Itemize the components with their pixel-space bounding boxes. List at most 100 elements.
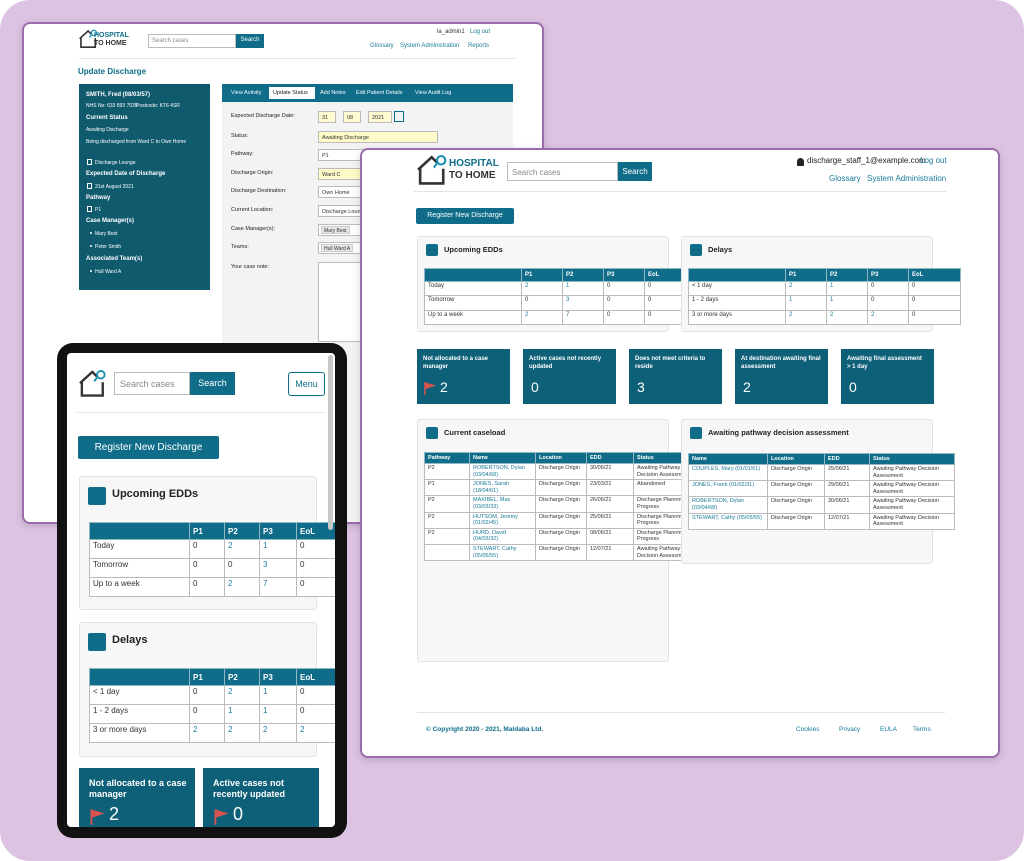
caseload-table: Pathway Name Location EDD Status P2 ROBERTSON,… bbox=[424, 452, 697, 562]
table-cell[interactable]: MAXIBEL, Max (03/03/33) bbox=[469, 495, 536, 513]
tab[interactable]: View Audit Log bbox=[415, 90, 452, 96]
search-input[interactable]: Search cases bbox=[507, 162, 618, 181]
register-button[interactable]: Register New Discharge bbox=[416, 208, 514, 224]
footer-link[interactable]: Terms bbox=[913, 726, 931, 733]
count-cell[interactable]: 2 bbox=[224, 539, 260, 559]
summary-tile[interactable]: Not allocated to a case manager 2 bbox=[79, 768, 195, 827]
nav-link[interactable]: System Administration bbox=[400, 43, 460, 49]
search-button[interactable]: Search bbox=[236, 34, 264, 48]
count-cell[interactable]: 7 bbox=[259, 577, 297, 597]
table-cell[interactable]: ROBERTSON, Dylan (03/04/68) bbox=[688, 496, 768, 514]
nav-link[interactable]: Reports bbox=[468, 43, 490, 49]
count-cell: 0 bbox=[189, 685, 225, 705]
count-cell[interactable]: 2 bbox=[259, 723, 297, 743]
date-input[interactable]: 31 bbox=[318, 111, 336, 123]
count-cell: 0 bbox=[867, 295, 909, 311]
tile-label: Active cases not recently updated bbox=[213, 778, 286, 799]
count-cell[interactable]: 3 bbox=[259, 558, 297, 578]
count-cell[interactable]: 1 bbox=[224, 704, 260, 724]
column-header: Name bbox=[469, 452, 536, 464]
column-header: Pathway bbox=[424, 452, 470, 464]
count-cell[interactable]: 2 bbox=[521, 280, 563, 296]
tab[interactable]: Update Status bbox=[273, 90, 308, 96]
tile-value: 0 bbox=[531, 379, 539, 395]
column-header: Location bbox=[535, 452, 587, 464]
count-cell[interactable]: 2 bbox=[189, 723, 225, 743]
logout-link[interactable]: Log out bbox=[470, 29, 491, 35]
header-row: Name Location EDD Status bbox=[688, 453, 955, 465]
count-cell[interactable]: 1 bbox=[785, 295, 827, 311]
count-cell[interactable]: 2 bbox=[867, 309, 909, 325]
tab[interactable]: Edit Patient Details bbox=[356, 90, 403, 96]
summary-tile[interactable]: Active cases not recently updated 0 bbox=[523, 349, 616, 404]
count-cell[interactable]: 2 bbox=[521, 309, 563, 325]
logout-link[interactable]: Log out bbox=[920, 156, 947, 165]
nav-link[interactable]: Glossary bbox=[829, 174, 861, 183]
register-button[interactable]: Register New Discharge bbox=[78, 436, 219, 459]
nav-link[interactable]: System Administration bbox=[867, 174, 947, 183]
card-title: Current caseload bbox=[444, 427, 506, 437]
count-cell[interactable]: 1 bbox=[259, 704, 297, 724]
search-button[interactable]: Search bbox=[190, 372, 235, 395]
search-input[interactable]: Search cases bbox=[114, 372, 190, 395]
count-cell[interactable]: 2 bbox=[826, 309, 868, 325]
user-name: discharge_staff_1@example.com bbox=[807, 156, 926, 165]
summary-tile[interactable]: Not allocated to a case manager 2 bbox=[417, 349, 510, 404]
section-item: 31st August 2021 bbox=[95, 184, 134, 190]
count-cell[interactable]: 2 bbox=[224, 723, 260, 743]
search-button[interactable]: Search bbox=[618, 162, 652, 181]
table-row: P2 ROBERTSON, Dylan (03/04/68) Discharge O… bbox=[424, 462, 697, 481]
table-cell[interactable]: JONES, Frank (01/02/31) bbox=[688, 480, 768, 498]
footer-link[interactable]: EULA bbox=[880, 726, 897, 733]
logo-text: HOSPITAL bbox=[449, 158, 499, 169]
count-cell[interactable]: 7 bbox=[562, 309, 604, 325]
count-cell[interactable]: 2 bbox=[785, 280, 827, 296]
search-input[interactable]: Search cases bbox=[148, 34, 236, 48]
table-cell[interactable]: STEWART, Cathy (05/05/55) bbox=[469, 543, 536, 562]
table-cell[interactable]: STEWART, Cathy (05/05/55) bbox=[688, 512, 768, 530]
table-row: 3 or more days 2 2 2 0 bbox=[688, 309, 961, 325]
table-cell[interactable]: COUPLES, Mary (01/01/61) bbox=[688, 463, 768, 482]
table-row: STEWART, Cathy (05/05/55) Discharge Origi… bbox=[424, 543, 697, 562]
section-item: Discharge Lounge bbox=[95, 160, 136, 166]
table-cell[interactable]: JONES, Sarah (18/04/61) bbox=[469, 479, 536, 497]
count-cell[interactable]: 3 bbox=[562, 295, 604, 311]
table-cell[interactable]: HUTSOM, Jeremy (01/02/45) bbox=[469, 511, 536, 529]
table-cell: 29/06/21 bbox=[824, 480, 870, 498]
card-title: Upcoming EDDs bbox=[444, 244, 503, 254]
count-cell[interactable]: 2 bbox=[296, 723, 335, 743]
date-input[interactable]: 08 bbox=[343, 111, 361, 123]
card-icon bbox=[426, 243, 438, 256]
nav-link[interactable]: Glossary bbox=[370, 43, 394, 49]
column-header: P1 bbox=[785, 268, 827, 282]
menu-button[interactable]: Menu bbox=[288, 372, 325, 396]
table-row: P2 MAXIBEL, Max (03/03/33) Discharge Origi… bbox=[424, 495, 697, 513]
summary-tile[interactable]: At destination awaiting final assessment… bbox=[735, 349, 828, 404]
header-row: P1 P2 P3 EoL bbox=[688, 268, 961, 282]
count-cell[interactable]: 2 bbox=[224, 685, 260, 705]
summary-tile[interactable]: Awaiting final assessment > 1 day 0 bbox=[841, 349, 934, 404]
card-title: Delays bbox=[112, 634, 148, 646]
table-cell[interactable]: ROBERTSON, Dylan (03/04/68) bbox=[469, 462, 536, 481]
count-cell[interactable]: 1 bbox=[562, 280, 604, 296]
summary-tile[interactable]: Active cases not recently updated 0 bbox=[203, 768, 319, 827]
tab[interactable]: Add Notes bbox=[320, 90, 346, 96]
date-input[interactable]: 2021 bbox=[368, 111, 392, 123]
count-cell[interactable]: 2 bbox=[224, 577, 260, 597]
table-cell: Discharge Origin bbox=[535, 511, 587, 529]
count-cell[interactable]: 1 bbox=[826, 295, 868, 311]
tablet-screen: Search cases Search Menu Register New Disch… bbox=[67, 353, 335, 827]
column-header: Status bbox=[869, 453, 955, 465]
table-cell[interactable]: HURD, David (04/03/32) bbox=[469, 527, 536, 545]
footer-link[interactable]: Cookies bbox=[796, 726, 820, 733]
count-cell[interactable]: 1 bbox=[259, 685, 297, 705]
count-cell[interactable]: 2 bbox=[785, 309, 827, 325]
footer-link[interactable]: Privacy bbox=[839, 726, 861, 733]
count-cell[interactable]: 1 bbox=[259, 539, 297, 559]
table-cell: Discharge Origin bbox=[535, 462, 587, 481]
card-icon bbox=[690, 243, 702, 256]
field-input[interactable]: Awaiting Discharge bbox=[318, 131, 438, 143]
count-cell[interactable]: 1 bbox=[826, 280, 868, 296]
tab[interactable]: View Activity bbox=[231, 90, 262, 96]
summary-tile[interactable]: Does not meet criteria to reside 3 bbox=[629, 349, 722, 404]
